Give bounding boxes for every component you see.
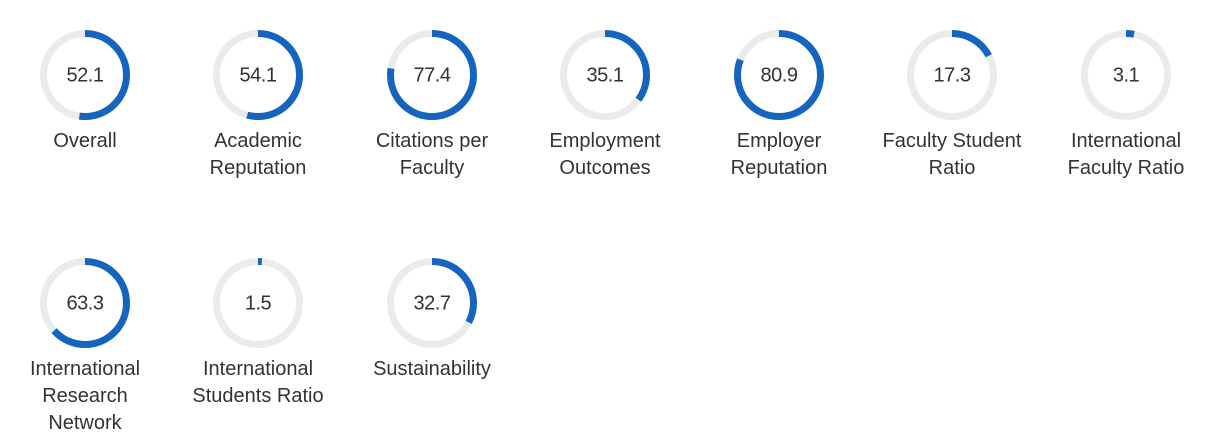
score-label: Employer Reputation (730, 130, 828, 179)
score-value: 17.3 (934, 64, 971, 86)
score-label: International Research Network (29, 358, 141, 434)
score-label: International Faculty Ratio (1067, 130, 1185, 179)
score-label: Faculty Student Ratio (882, 130, 1022, 179)
score-value: 80.9 (761, 64, 798, 86)
score-value: 54.1 (240, 64, 277, 86)
score-ring: 1.5 (213, 258, 303, 348)
score-value: 77.4 (414, 64, 451, 86)
score-metric: 1.5 International Students Ratio (178, 257, 338, 410)
score-ring-arc (213, 30, 303, 120)
score-ring-arc (734, 30, 824, 120)
score-value: 52.1 (67, 64, 104, 86)
score-value: 3.1 (1113, 64, 1140, 86)
score-ring: 35.1 (560, 30, 650, 120)
score-metric: 63.3 International Research Network (5, 257, 165, 437)
score-label: Academic Reputation (209, 130, 307, 179)
score-label: Sustainability (373, 358, 491, 380)
score-ring-arc (1081, 30, 1171, 120)
score-label: International Students Ratio (192, 358, 324, 407)
score-metric: 77.4 Citations per Faculty (352, 29, 512, 182)
score-ring: 3.1 (1081, 30, 1171, 120)
score-ring: 63.3 (40, 258, 130, 348)
score-ring: 77.4 (387, 30, 477, 120)
score-ring-arc (387, 30, 477, 120)
score-ring-arc (40, 30, 130, 120)
score-ring: 52.1 (40, 30, 130, 120)
score-metric: 80.9 Employer Reputation (699, 29, 859, 182)
score-ring-arc (907, 30, 997, 120)
score-value: 63.3 (67, 292, 104, 314)
score-metric: 35.1 Employment Outcomes (525, 29, 685, 182)
score-value: 32.7 (414, 292, 451, 314)
score-metric: 3.1 International Faculty Ratio (1046, 29, 1206, 182)
score-metric: 32.7 Sustainability (352, 257, 512, 383)
score-ring-arc (387, 258, 477, 348)
score-ring: 32.7 (387, 258, 477, 348)
score-value: 35.1 (587, 64, 624, 86)
score-metric: 54.1 Academic Reputation (178, 29, 338, 182)
score-ring: 17.3 (907, 30, 997, 120)
score-value: 1.5 (245, 292, 272, 314)
score-label: Overall (53, 130, 117, 152)
score-ring-arc (560, 30, 650, 120)
score-metric: 52.1 Overall (5, 29, 165, 155)
score-label: Employment Outcomes (549, 130, 661, 179)
score-ring-arc (213, 258, 303, 348)
score-ring: 54.1 (213, 30, 303, 120)
score-ring: 80.9 (734, 30, 824, 120)
score-ring-arc (40, 258, 130, 348)
score-metric: 17.3 Faculty Student Ratio (872, 29, 1032, 182)
score-label: Citations per Faculty (375, 130, 489, 179)
